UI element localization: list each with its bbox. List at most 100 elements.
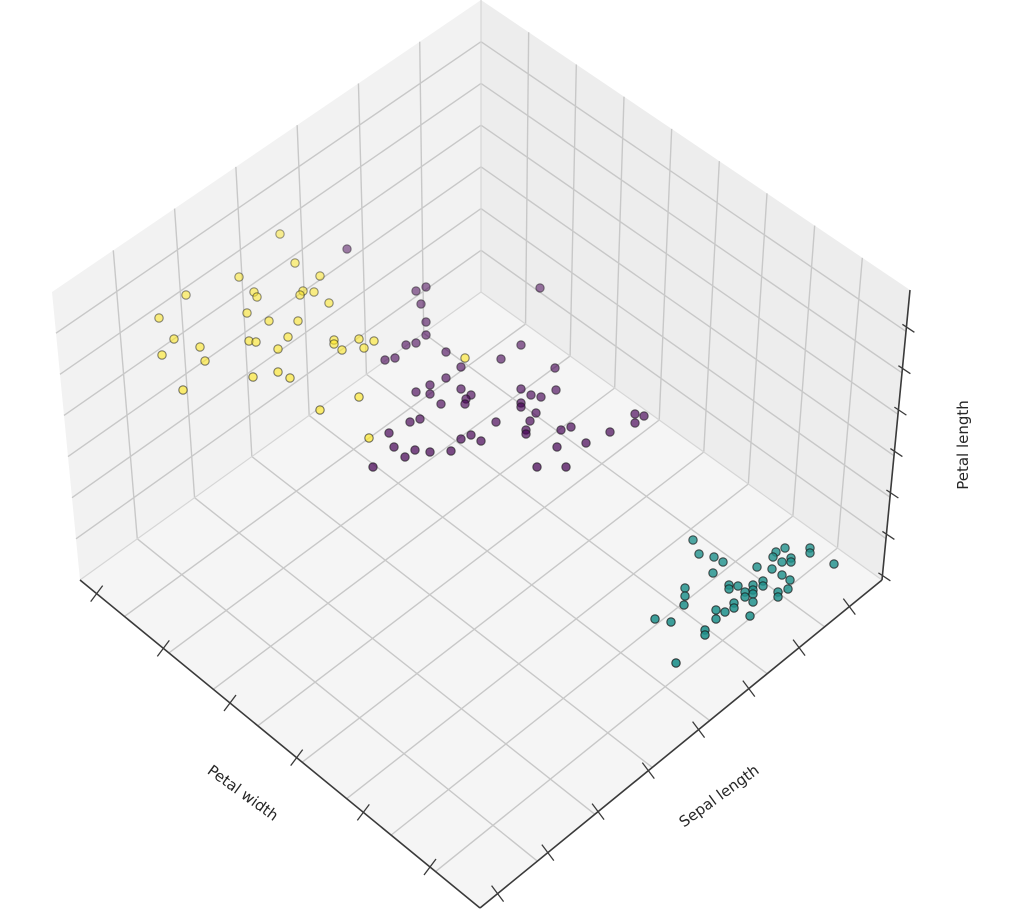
z-axis-tick bbox=[890, 448, 903, 458]
data-point bbox=[786, 557, 796, 567]
data-point bbox=[309, 287, 319, 297]
data-point bbox=[456, 362, 466, 372]
grid-right-horizontal bbox=[480, 124, 899, 415]
grid-floor-x bbox=[423, 332, 825, 628]
data-point bbox=[551, 385, 561, 395]
y-axis-tick bbox=[491, 885, 505, 903]
left-wall-pane bbox=[52, 0, 481, 580]
grid-right-horizontal bbox=[480, 207, 891, 498]
data-point bbox=[516, 402, 526, 412]
z-axis-line bbox=[881, 289, 911, 581]
data-point bbox=[516, 384, 526, 394]
data-point bbox=[805, 548, 815, 558]
data-point bbox=[460, 353, 470, 363]
z-axis-tick bbox=[902, 323, 915, 333]
data-point bbox=[178, 385, 188, 395]
grid-right-vertical bbox=[792, 225, 816, 517]
data-point bbox=[720, 607, 730, 617]
data-point bbox=[456, 434, 466, 444]
data-point bbox=[441, 347, 451, 357]
data-point bbox=[785, 575, 795, 585]
data-point bbox=[421, 317, 431, 327]
y-axis-line bbox=[479, 579, 883, 909]
data-point bbox=[532, 462, 542, 472]
z-axis-tick bbox=[886, 489, 899, 499]
data-point bbox=[630, 409, 640, 419]
data-point bbox=[415, 414, 425, 424]
data-point bbox=[639, 411, 649, 421]
data-point bbox=[354, 392, 364, 402]
data-point bbox=[724, 584, 734, 594]
grid-left-vertical bbox=[112, 250, 138, 539]
data-point bbox=[441, 373, 451, 383]
data-point bbox=[767, 564, 777, 574]
data-point bbox=[773, 592, 783, 602]
data-point bbox=[748, 597, 758, 607]
y-axis-tick bbox=[692, 721, 706, 739]
grid-right-vertical bbox=[836, 257, 864, 549]
data-point bbox=[359, 343, 369, 353]
grid-floor-x bbox=[366, 373, 768, 675]
data-point bbox=[337, 345, 347, 355]
grid-floor-y bbox=[301, 451, 705, 763]
data-point bbox=[436, 399, 446, 409]
grid-left-horizontal bbox=[75, 249, 482, 540]
cluster-yellow-series bbox=[154, 229, 470, 443]
x-axis-tick bbox=[223, 694, 237, 712]
data-point bbox=[550, 363, 560, 373]
data-point bbox=[390, 353, 400, 363]
z-axis-tick bbox=[898, 365, 911, 375]
data-point bbox=[283, 332, 293, 342]
x-axis-tick bbox=[423, 858, 437, 876]
data-point bbox=[671, 658, 681, 668]
axis-lines bbox=[79, 289, 915, 909]
data-point bbox=[552, 442, 562, 452]
data-point bbox=[273, 344, 283, 354]
data-point bbox=[324, 298, 334, 308]
data-point bbox=[275, 229, 285, 239]
data-point bbox=[251, 337, 261, 347]
data-point bbox=[329, 339, 339, 349]
data-point bbox=[680, 591, 690, 601]
data-point bbox=[718, 557, 728, 567]
data-point bbox=[411, 387, 421, 397]
grid-floor-y bbox=[124, 323, 526, 618]
grid-left-horizontal bbox=[67, 166, 482, 458]
data-point bbox=[525, 416, 535, 426]
data-point bbox=[290, 258, 300, 268]
data-point bbox=[157, 350, 167, 360]
grid-right-vertical bbox=[569, 64, 578, 357]
data-point bbox=[293, 316, 303, 326]
data-point bbox=[777, 570, 787, 580]
data-point bbox=[400, 452, 410, 462]
data-point bbox=[630, 418, 640, 428]
data-point bbox=[521, 429, 531, 439]
data-point bbox=[758, 581, 768, 591]
data-point bbox=[264, 316, 274, 326]
data-point bbox=[650, 614, 660, 624]
z-axis-label: Petal length bbox=[954, 400, 972, 490]
data-point bbox=[531, 408, 541, 418]
data-point bbox=[411, 286, 421, 296]
data-point bbox=[491, 417, 501, 427]
y-axis-tick bbox=[541, 844, 555, 862]
grid-floor-x bbox=[194, 497, 596, 815]
data-point bbox=[605, 427, 615, 437]
y-axis-tick bbox=[591, 803, 605, 821]
data-point bbox=[777, 557, 787, 567]
data-point bbox=[446, 446, 456, 456]
data-point bbox=[740, 592, 750, 602]
x-axis-tick bbox=[356, 803, 370, 821]
data-point bbox=[460, 399, 470, 409]
data-point bbox=[234, 272, 244, 282]
data-point bbox=[680, 583, 690, 593]
y-axis-tick bbox=[792, 639, 806, 657]
grid-right-horizontal bbox=[480, 166, 895, 457]
data-point bbox=[711, 605, 721, 615]
data-point bbox=[566, 422, 576, 432]
data-point bbox=[401, 340, 411, 350]
data-point bbox=[285, 373, 295, 383]
data-point bbox=[380, 355, 390, 365]
data-point bbox=[315, 271, 325, 281]
